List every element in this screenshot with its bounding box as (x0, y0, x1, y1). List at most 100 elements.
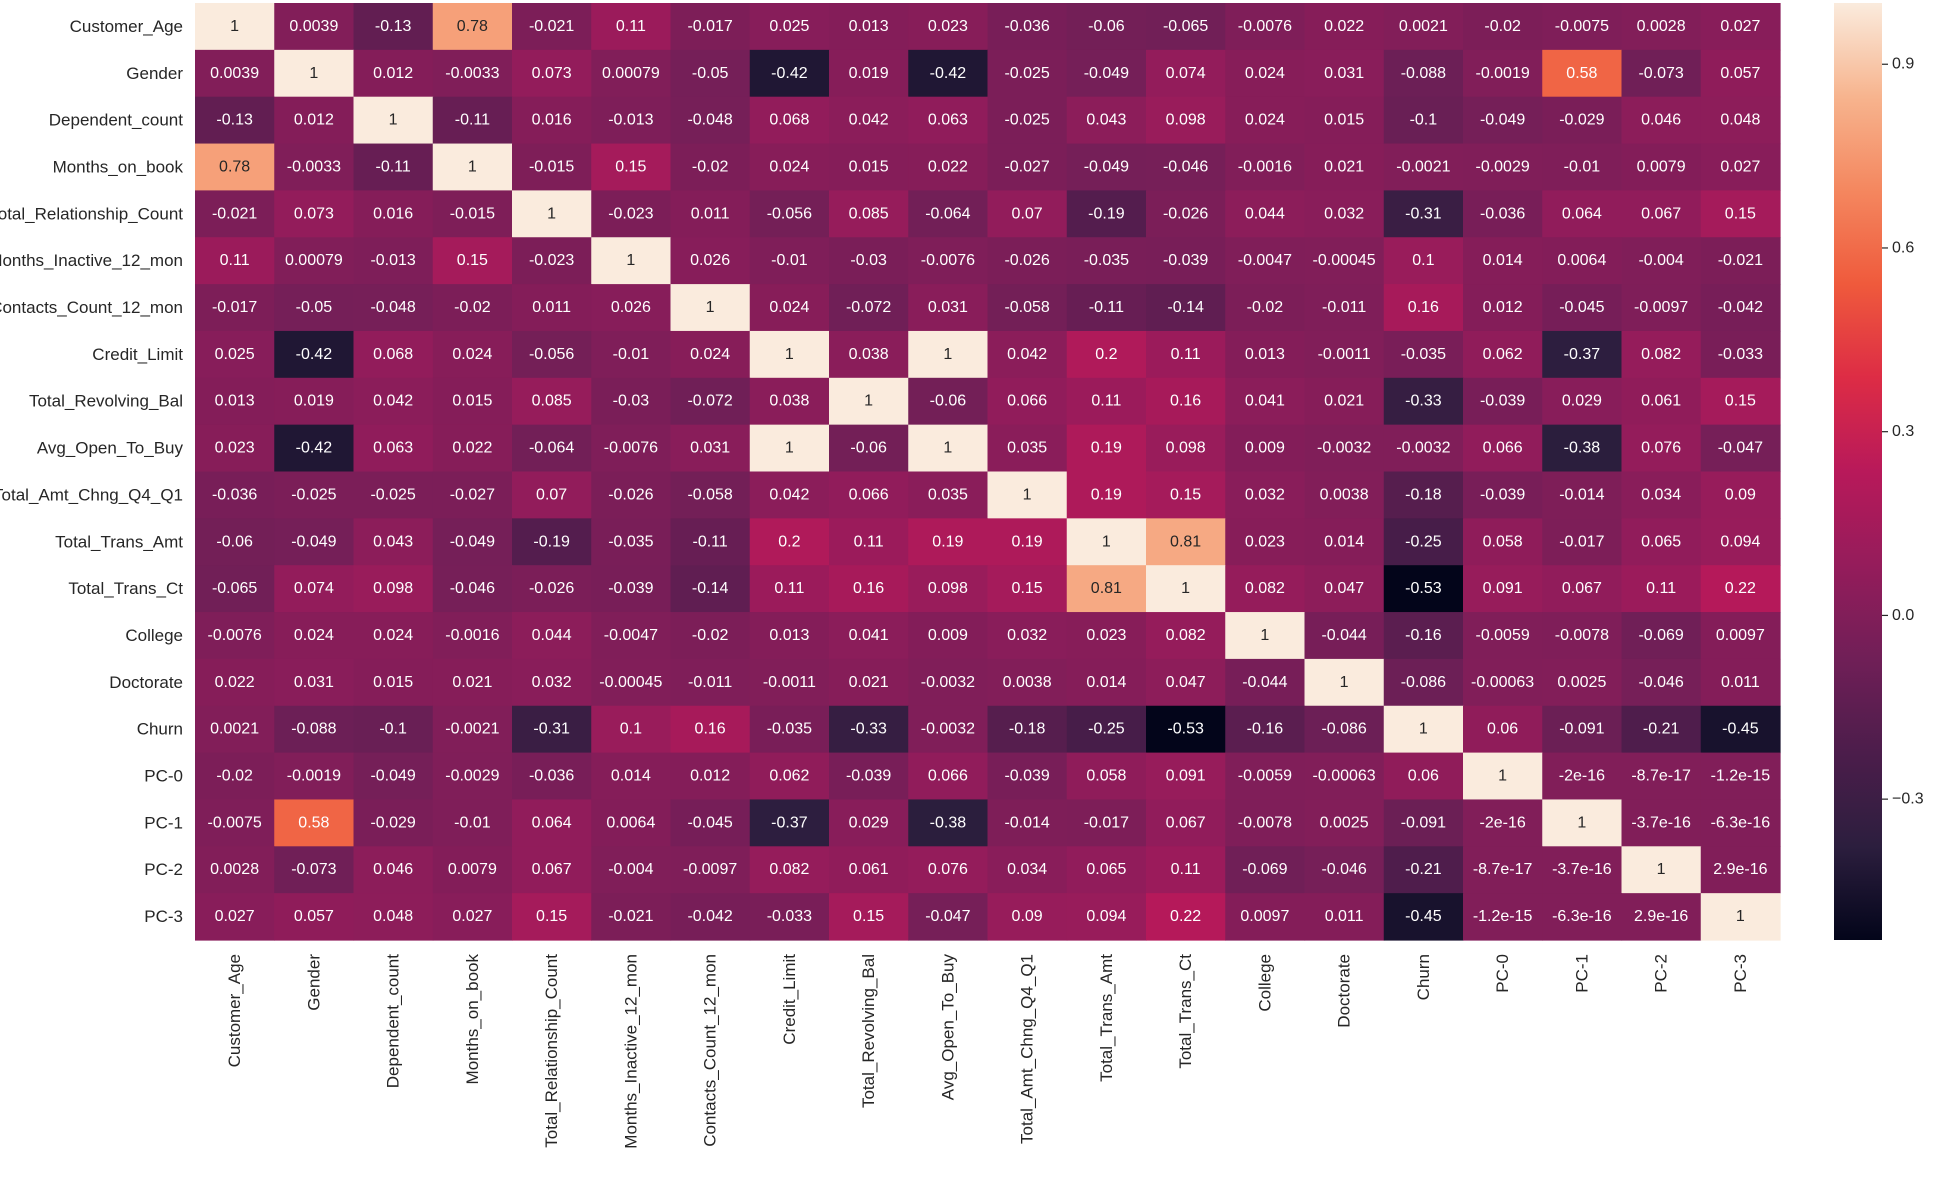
colorbar-tick-label: 0.6 (1892, 239, 1914, 256)
cell-value-label: 0.2 (1095, 346, 1117, 363)
heatmap-cell (987, 518, 1068, 566)
row-label: Customer_Age (70, 17, 183, 36)
heatmap-cell (1146, 893, 1226, 941)
heatmap-cell (1304, 799, 1385, 847)
heatmap-cell (512, 424, 592, 473)
heatmap-cell (1383, 49, 1464, 98)
cell-value-label: -0.011 (688, 674, 732, 691)
heatmap-cell (1700, 565, 1781, 613)
cell-value-label: 0.07 (1012, 205, 1043, 222)
cell-value-label: 1 (230, 18, 239, 35)
heatmap-cell (274, 752, 355, 801)
cell-value-label: 0.021 (1324, 158, 1364, 175)
heatmap-cell (274, 705, 355, 754)
cell-value-label: 0.15 (1170, 486, 1201, 503)
cell-value-label: -0.02 (692, 158, 729, 175)
heatmap-cell (987, 565, 1068, 613)
heatmap-cell (1542, 190, 1623, 238)
cell-value-label: -0.025 (1004, 112, 1049, 129)
cell-value-label: -0.0076 (1238, 18, 1292, 35)
heatmap-cell (195, 190, 275, 238)
cell-value-label: -0.021 (1718, 252, 1763, 269)
heatmap-cell (987, 190, 1068, 238)
cell-value-label: -3.7e-16 (1631, 814, 1691, 831)
cell-value-label: 0.061 (849, 861, 889, 878)
heatmap-cell (908, 96, 989, 145)
heatmap-cell (1066, 752, 1147, 801)
cell-value-label: -0.0021 (1396, 158, 1450, 175)
heatmap-cell (749, 49, 830, 98)
cell-value-label: 0.048 (373, 908, 413, 925)
heatmap-cell (591, 190, 672, 238)
heatmap-cell (1304, 893, 1385, 941)
row-label: Contacts_Count_12_mon (0, 298, 183, 317)
cell-value-label: 0.2 (778, 533, 800, 550)
cell-value-label: 0.058 (1483, 533, 1523, 550)
cell-value-label: -0.45 (1405, 908, 1442, 925)
cell-value-label: 0.043 (373, 533, 413, 550)
heatmap-cell (1225, 752, 1306, 801)
heatmap-cell (1225, 377, 1306, 426)
heatmap-cell (829, 846, 909, 894)
heatmap-cell (1700, 799, 1781, 847)
cell-value-label: -0.0078 (1238, 814, 1292, 831)
cell-value-label: 0.015 (1324, 112, 1364, 129)
heatmap-cell (670, 237, 751, 285)
cell-value-label: 0.0097 (1240, 908, 1289, 925)
heatmap-cell (1542, 705, 1623, 754)
cell-value-label: 0.066 (1483, 440, 1523, 457)
row-label: PC-2 (144, 860, 183, 879)
cell-value-label: 0.11 (774, 580, 804, 597)
cell-value-label: -8.7e-17 (1473, 861, 1533, 878)
heatmap-cell (1146, 96, 1226, 145)
heatmap-cell (591, 96, 672, 145)
heatmap-cell (1225, 799, 1306, 847)
heatmap-cell (1304, 565, 1385, 613)
heatmap-cell (1700, 237, 1781, 285)
cell-value-label: 0.068 (769, 112, 809, 129)
column-label: Churn (1414, 954, 1433, 1000)
cell-value-label: -0.1 (379, 721, 407, 738)
heatmap-cell (749, 893, 830, 941)
heatmap-cell (1542, 565, 1623, 613)
heatmap-cell (353, 377, 434, 426)
heatmap-cell (670, 471, 751, 519)
cell-value-label: -0.029 (370, 814, 415, 831)
cell-value-label: -0.046 (1638, 674, 1683, 691)
cell-value-label: 0.024 (769, 299, 809, 316)
cell-value-label: 0.022 (1324, 18, 1364, 35)
cell-value-label: -0.072 (846, 299, 891, 316)
heatmap-cell (1700, 96, 1781, 145)
row-label: Churn (137, 720, 183, 739)
heatmap-cell (274, 471, 355, 519)
cell-value-label: 0.066 (928, 768, 968, 785)
heatmap-cell (1621, 612, 1702, 660)
cell-value-label: 0.021 (452, 674, 492, 691)
cell-value-label: -0.036 (529, 768, 574, 785)
row-label: PC-3 (144, 907, 183, 926)
cell-value-label: -0.14 (1167, 299, 1204, 316)
heatmap-cell (1304, 96, 1385, 145)
cell-value-label: -0.025 (370, 486, 415, 503)
cell-value-label: 1 (1419, 721, 1428, 738)
heatmap-cell (1621, 49, 1702, 98)
cell-value-label: -0.0016 (445, 627, 499, 644)
cell-value-label: 1 (1577, 814, 1586, 831)
heatmap-cell (1621, 190, 1702, 238)
cell-value-label: 0.0064 (1557, 252, 1606, 269)
cell-value-label: 0.043 (1086, 112, 1126, 129)
cell-value-label: 0.16 (1408, 299, 1439, 316)
heatmap-cell (1146, 799, 1226, 847)
cell-value-label: 0.022 (452, 440, 492, 457)
heatmap-cell (1463, 237, 1543, 285)
cell-value-label: 0.073 (532, 65, 572, 82)
column-label: Contacts_Count_12_mon (701, 954, 720, 1147)
cell-value-label: 0.0097 (1716, 627, 1765, 644)
heatmap-cell (1383, 96, 1464, 145)
cell-value-label: -0.039 (1480, 486, 1525, 503)
heatmap-cell (432, 237, 513, 285)
heatmap-cell (432, 658, 513, 707)
cell-value-label: 0.15 (536, 908, 567, 925)
heatmap-cell (591, 377, 672, 426)
heatmap-cell (353, 330, 434, 379)
